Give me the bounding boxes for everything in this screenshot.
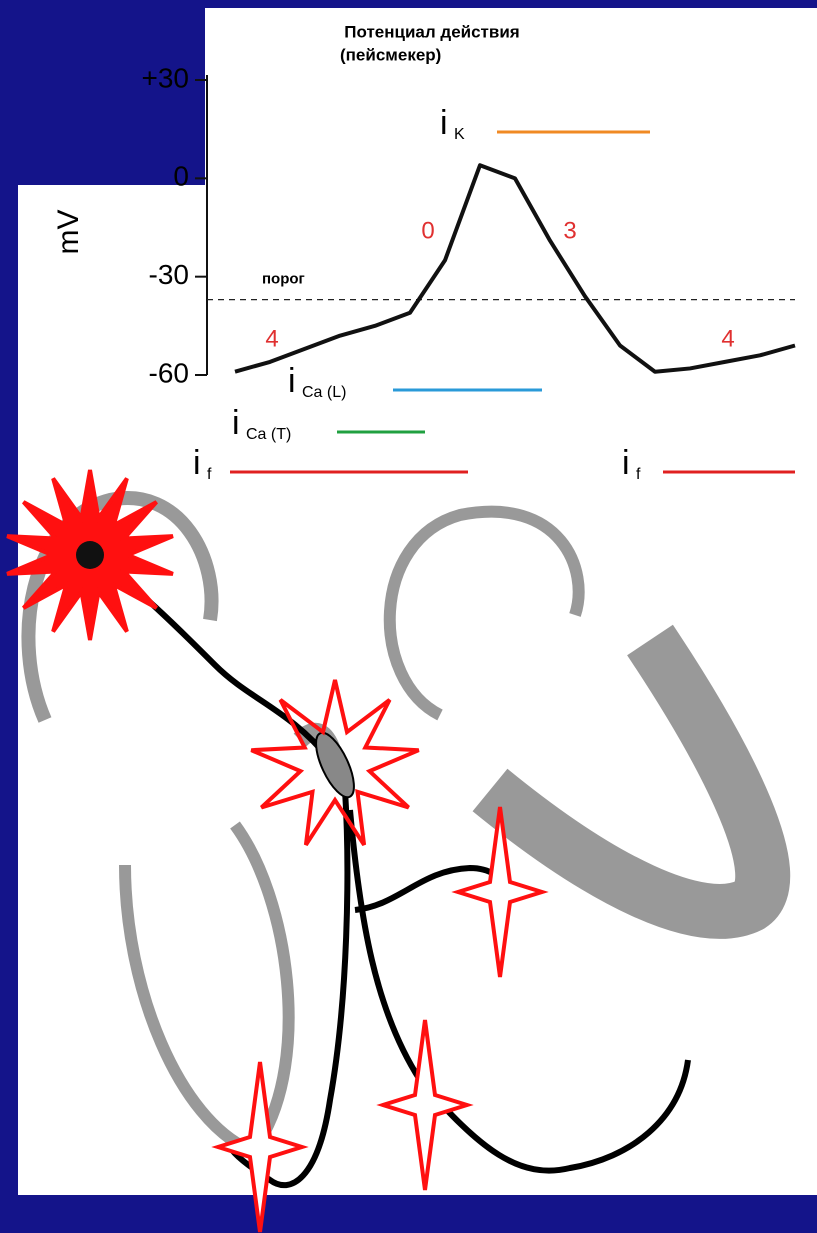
y-axis-label: mV [52,210,85,255]
y-tick-label: -60 [149,357,189,388]
current-symbol: i [288,362,296,400]
current-symbol: i [193,444,201,482]
current-subscript: f [636,466,641,483]
current-symbol: i [232,404,240,442]
phase-label: 4 [265,325,278,352]
chart-title: Потенциал действия [344,22,519,41]
threshold-label: порог [262,271,305,288]
y-tick-label: +30 [142,62,190,93]
current-subscript: Ca (L) [302,384,346,401]
current-symbol: i [440,104,448,142]
white-panel [18,8,817,1195]
y-tick-label: -30 [149,259,189,290]
current-symbol: i [622,444,630,482]
current-subscript: K [454,126,465,143]
current-subscript: f [207,466,212,483]
chart-subtitle: (пейсмекер) [340,45,441,64]
slide: Потенциал действия (пейсмекер) mV +30 0 -3… [0,0,817,1233]
sa-node-core [76,541,104,569]
phase-label: 4 [721,325,734,352]
y-tick-label: 0 [173,161,189,192]
top-strip [0,0,817,8]
phase-label: 3 [563,217,576,244]
current-subscript: Ca (T) [246,426,291,443]
phase-label: 0 [421,217,434,244]
